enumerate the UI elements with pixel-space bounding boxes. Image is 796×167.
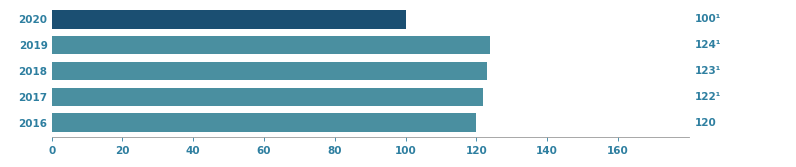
Bar — [52, 62, 487, 80]
Bar — [52, 36, 490, 54]
Text: 124¹: 124¹ — [695, 40, 721, 50]
Text: 120: 120 — [695, 118, 716, 128]
Bar — [52, 10, 405, 29]
Text: 100¹: 100¹ — [695, 14, 721, 24]
Text: 122¹: 122¹ — [695, 92, 721, 102]
Bar — [52, 113, 476, 132]
Bar — [52, 88, 483, 106]
Text: 123¹: 123¹ — [695, 66, 721, 76]
